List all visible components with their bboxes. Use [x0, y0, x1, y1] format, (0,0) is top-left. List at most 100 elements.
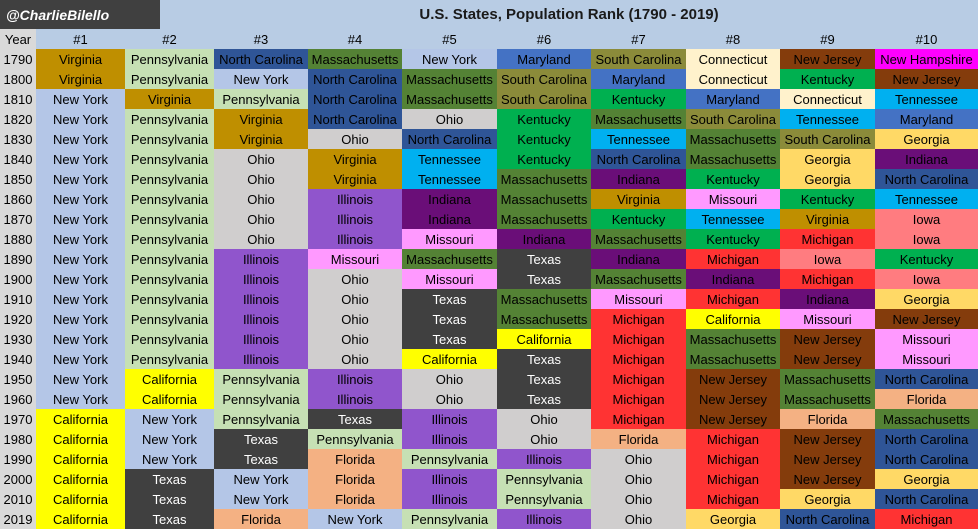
state-rank-cell: Texas — [125, 489, 214, 509]
state-rank-cell: Texas — [402, 289, 497, 309]
state-rank-cell: Ohio — [214, 189, 308, 209]
state-rank-cell: New York — [36, 89, 125, 109]
state-rank-cell: Massachusetts — [308, 49, 402, 69]
rank-column-header: #5 — [402, 29, 497, 49]
state-rank-cell: Pennsylvania — [308, 429, 402, 449]
state-rank-cell: New York — [36, 209, 125, 229]
state-rank-cell: Ohio — [402, 109, 497, 129]
state-rank-cell: Virginia — [308, 149, 402, 169]
state-rank-cell: Michigan — [780, 229, 875, 249]
state-rank-cell: Tennessee — [686, 209, 780, 229]
state-rank-cell: Pennsylvania — [214, 389, 308, 409]
year-label: 1810 — [0, 89, 36, 109]
state-rank-cell: Michigan — [686, 249, 780, 269]
state-rank-cell: New Jersey — [686, 389, 780, 409]
state-rank-cell: Ohio — [308, 129, 402, 149]
state-rank-cell: Texas — [125, 469, 214, 489]
state-rank-cell: New York — [214, 69, 308, 89]
rank-column-header: #4 — [308, 29, 402, 49]
state-rank-cell: California — [497, 329, 591, 349]
year-label: 2010 — [0, 489, 36, 509]
state-rank-cell: Ohio — [214, 209, 308, 229]
state-rank-cell: New York — [36, 369, 125, 389]
state-rank-cell: Pennsylvania — [125, 229, 214, 249]
year-label: 1950 — [0, 369, 36, 389]
state-rank-cell: Michigan — [686, 489, 780, 509]
state-rank-cell: North Carolina — [308, 69, 402, 89]
state-rank-cell: New Jersey — [780, 449, 875, 469]
state-rank-cell: Massachusetts — [686, 129, 780, 149]
state-rank-cell: Ohio — [308, 289, 402, 309]
year-label: 1980 — [0, 429, 36, 449]
state-rank-cell: Missouri — [402, 229, 497, 249]
state-rank-cell: Florida — [214, 509, 308, 529]
state-rank-cell: New Hampshire — [875, 49, 978, 69]
state-rank-cell: Michigan — [591, 409, 686, 429]
state-rank-cell: Pennsylvania — [125, 49, 214, 69]
state-rank-cell: Massachusetts — [497, 289, 591, 309]
state-rank-cell: Florida — [308, 489, 402, 509]
year-label: 1970 — [0, 409, 36, 429]
rank-column-header: #9 — [780, 29, 875, 49]
year-label: 1920 — [0, 309, 36, 329]
state-rank-cell: Georgia — [780, 489, 875, 509]
state-rank-cell: Iowa — [875, 209, 978, 229]
state-rank-cell: New Jersey — [686, 369, 780, 389]
rank-column-header: #3 — [214, 29, 308, 49]
state-rank-cell: New York — [36, 389, 125, 409]
chart-title: U.S. States, Population Rank (1790 - 201… — [160, 0, 978, 29]
state-rank-cell: South Carolina — [780, 129, 875, 149]
state-rank-cell: Massachusetts — [591, 109, 686, 129]
state-rank-cell: California — [402, 349, 497, 369]
state-rank-cell: Kentucky — [875, 249, 978, 269]
state-rank-cell: Michigan — [875, 509, 978, 529]
state-rank-cell: Virginia — [591, 189, 686, 209]
state-rank-cell: Virginia — [36, 69, 125, 89]
state-rank-cell: Missouri — [686, 189, 780, 209]
state-rank-cell: Massachusetts — [780, 389, 875, 409]
state-rank-cell: Ohio — [591, 469, 686, 489]
state-rank-cell: Ohio — [497, 409, 591, 429]
year-label: 1860 — [0, 189, 36, 209]
state-rank-cell: Massachusetts — [780, 369, 875, 389]
state-rank-cell: North Carolina — [591, 149, 686, 169]
state-rank-cell: North Carolina — [214, 49, 308, 69]
state-rank-cell: Pennsylvania — [125, 149, 214, 169]
state-rank-cell: Kentucky — [780, 69, 875, 89]
state-rank-cell: Pennsylvania — [125, 309, 214, 329]
state-rank-cell: Ohio — [308, 309, 402, 329]
state-rank-cell: South Carolina — [686, 109, 780, 129]
state-rank-cell: New York — [36, 189, 125, 209]
state-rank-cell: Maryland — [591, 69, 686, 89]
state-rank-cell: Illinois — [308, 389, 402, 409]
state-rank-cell: Michigan — [591, 329, 686, 349]
state-rank-cell: Illinois — [214, 349, 308, 369]
state-rank-cell: Indiana — [875, 149, 978, 169]
state-rank-cell: Indiana — [591, 249, 686, 269]
state-rank-cell: Pennsylvania — [214, 409, 308, 429]
state-rank-cell: Tennessee — [591, 129, 686, 149]
state-rank-cell: New York — [125, 429, 214, 449]
state-rank-cell: Iowa — [875, 229, 978, 249]
state-rank-cell: Michigan — [591, 389, 686, 409]
state-rank-cell: Ohio — [591, 449, 686, 469]
state-rank-cell: Maryland — [686, 89, 780, 109]
state-rank-cell: Illinois — [308, 189, 402, 209]
state-rank-cell: Virginia — [36, 49, 125, 69]
year-label: 1830 — [0, 129, 36, 149]
state-rank-cell: Illinois — [402, 429, 497, 449]
state-rank-cell: Missouri — [308, 249, 402, 269]
state-rank-cell: New Jersey — [875, 309, 978, 329]
state-rank-cell: Texas — [402, 309, 497, 329]
state-rank-cell: Florida — [875, 389, 978, 409]
state-rank-cell: Virginia — [125, 89, 214, 109]
state-rank-cell: California — [36, 449, 125, 469]
state-rank-cell: Tennessee — [875, 189, 978, 209]
state-rank-cell: Massachusetts — [875, 409, 978, 429]
state-rank-cell: Texas — [497, 249, 591, 269]
state-rank-cell: Texas — [497, 369, 591, 389]
state-rank-cell: Pennsylvania — [125, 349, 214, 369]
year-label: 1790 — [0, 49, 36, 69]
state-rank-cell: Georgia — [875, 129, 978, 149]
